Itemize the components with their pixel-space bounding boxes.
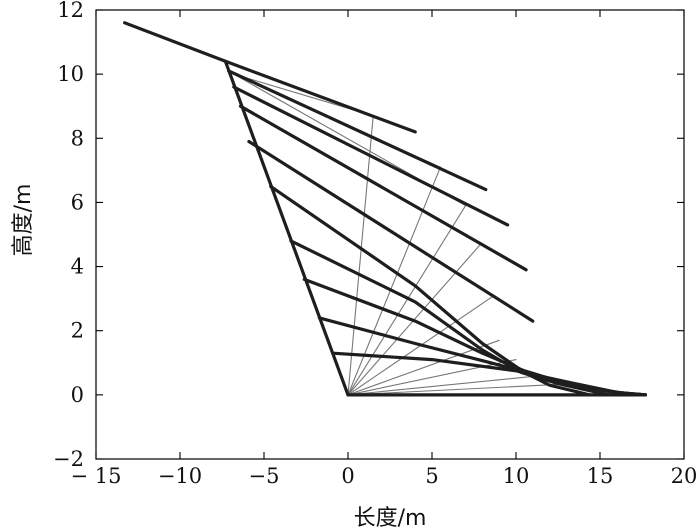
- thin-series-line: [347, 375, 542, 396]
- tick-labels: − 15 −10 −5 0 5 10 15 20 −2 0 2 4 6 8 10 12: [53, 0, 697, 488]
- y-tick-label: 0: [71, 383, 84, 407]
- thin-series-line: [347, 383, 576, 396]
- thick-series-line: [247, 139, 535, 323]
- thick-series-line: [269, 184, 592, 397]
- y-tick-label: 12: [57, 0, 84, 22]
- y-tick-label: 8: [71, 126, 84, 150]
- thick-series-line: [122, 21, 227, 63]
- x-tick-label: −5: [249, 464, 280, 488]
- x-tick-label: 20: [671, 464, 698, 488]
- series-layer: [122, 21, 648, 397]
- y-tick-label: 6: [71, 190, 84, 214]
- plot-frame: [95, 9, 685, 460]
- thin-series-line: [347, 166, 441, 396]
- axis-ticks: [95, 9, 685, 460]
- thin-series-line: [347, 205, 467, 396]
- thick-series-line: [331, 351, 648, 397]
- thick-series-line: [232, 85, 510, 227]
- x-tick-label: 10: [503, 464, 530, 488]
- thin-series-line: [347, 115, 374, 396]
- thick-series-line: [227, 69, 488, 192]
- x-tick-label: 15: [587, 464, 614, 488]
- y-axis-label: 高度/m: [11, 184, 36, 257]
- thick-series-line: [223, 59, 417, 134]
- y-tick-label: 10: [57, 62, 84, 86]
- y-tick-label: −2: [53, 447, 84, 471]
- y-tick-label: 4: [71, 255, 84, 279]
- x-tick-label: 5: [425, 464, 438, 488]
- thick-series-line: [223, 59, 350, 397]
- x-tick-label: − 15: [71, 464, 122, 488]
- x-tick-label: 0: [341, 464, 354, 488]
- x-tick-label: −10: [158, 464, 202, 488]
- y-tick-label: 2: [71, 319, 84, 343]
- thick-series-line: [238, 104, 528, 272]
- x-axis-label: 长度/m: [354, 506, 427, 531]
